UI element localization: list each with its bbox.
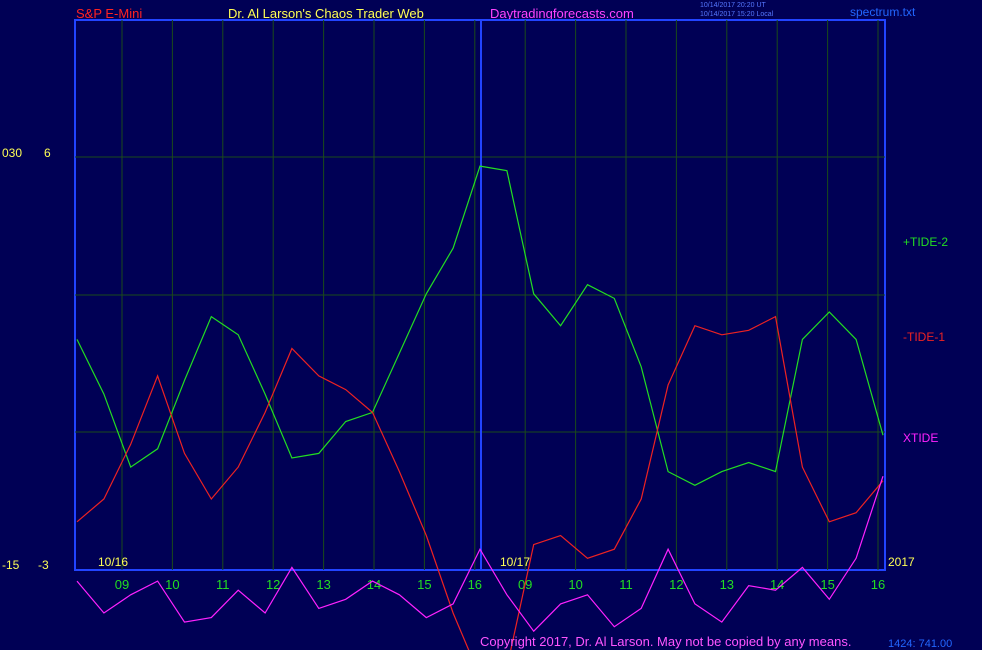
symbol-label: S&P E-Mini — [76, 6, 143, 21]
x-tick-label-7: 16 — [468, 577, 482, 592]
x-tick-label-4: 13 — [316, 577, 330, 592]
timestamp-ut: 10/14/2017 20:20 UT — [700, 2, 766, 9]
timestamp-local: 10/14/2017 15:20 Local — [700, 11, 774, 18]
x-tick-label-12: 13 — [720, 577, 734, 592]
cursor-coords: 1424: 741.00 — [888, 638, 953, 650]
series-label-xtide: XTIDE — [903, 431, 939, 445]
x-tick-label-5: 14 — [367, 577, 381, 592]
left-axis-bottom-a: -15 — [2, 558, 20, 572]
file-name: spectrum.txt — [850, 5, 916, 19]
year-label: 2017 — [888, 555, 915, 569]
x-tick-label-6: 15 — [417, 577, 431, 592]
series-line-1 — [76, 315, 884, 650]
x-tick-label-3: 12 — [266, 577, 280, 592]
left-axis-top-b: 6 — [44, 146, 51, 160]
left-axis-bottom-b: -3 — [38, 558, 49, 572]
x-tick-label-0: 09 — [115, 577, 129, 592]
x-tick-label-9: 10 — [568, 577, 582, 592]
x-tick-label-15: 16 — [871, 577, 885, 592]
x-tick-label-10: 11 — [619, 577, 633, 592]
x-tick-label-14: 15 — [820, 577, 834, 592]
series-line-0 — [76, 165, 884, 486]
x-tick-label-13: 14 — [770, 577, 784, 592]
left-axis-top-a: 030 — [2, 146, 23, 160]
series-label-tide1: -TIDE-1 — [903, 330, 945, 344]
copyright-notice: Copyright 2017, Dr. Al Larson. May not b… — [480, 634, 852, 649]
author-title: Dr. Al Larson's Chaos Trader Web — [228, 6, 424, 21]
site-link[interactable]: Daytradingforecasts.com — [490, 6, 634, 21]
series-line-2 — [76, 476, 884, 633]
x-tick-label-1: 10 — [165, 577, 179, 592]
date-label-2: 10/17 — [500, 555, 531, 569]
date-label-1: 10/16 — [98, 555, 129, 569]
series-label-tide2: +TIDE-2 — [903, 235, 949, 249]
x-tick-label-2: 11 — [216, 577, 230, 592]
x-tick-label-11: 12 — [669, 577, 683, 592]
